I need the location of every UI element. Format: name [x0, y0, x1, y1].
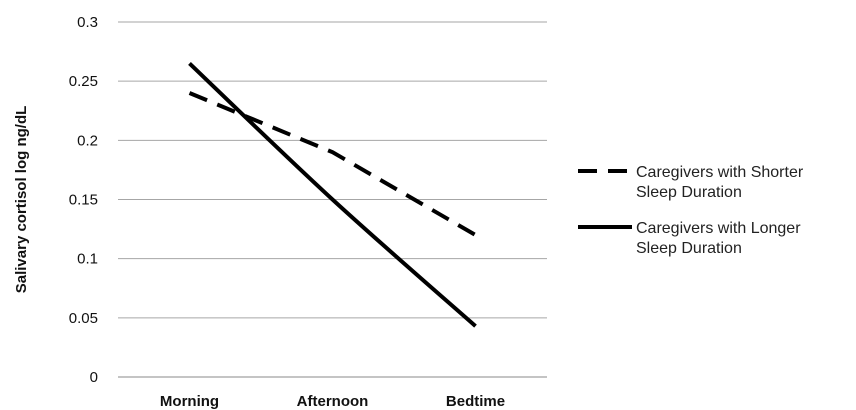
legend-label: Sleep Duration: [636, 184, 742, 201]
legend-label: Sleep Duration: [636, 240, 742, 257]
x-tick-labels: Morning Afternoon Bedtime: [160, 393, 505, 410]
series-lines: [188, 61, 477, 328]
legend-label: Caregivers with Longer: [636, 220, 801, 237]
series-line-longer-sleep: [188, 61, 477, 328]
legend: Caregivers with Shorter Sleep Duration Car…: [578, 164, 804, 257]
gridlines: [118, 21, 547, 319]
y-tick-label: 0.1: [77, 251, 98, 268]
y-tick-labels: 0 0.05 0.1 0.15 0.2 0.25 0.3: [69, 14, 98, 386]
y-tick-label: 0.15: [69, 192, 98, 209]
legend-label: Caregivers with Shorter: [636, 164, 804, 181]
x-tick-label: Bedtime: [446, 393, 505, 410]
y-tick-label: 0.05: [69, 310, 98, 327]
y-tick-label: 0.3: [77, 14, 98, 31]
y-axis-label: Salivary cortisol log ng/dL: [13, 106, 30, 294]
series-line-shorter-sleep: [188, 91, 477, 237]
x-tick-label: Morning: [160, 393, 219, 410]
y-tick-label: 0.25: [69, 73, 98, 90]
y-tick-label: 0: [90, 369, 98, 386]
y-tick-label: 0.2: [77, 132, 98, 149]
x-tick-label: Afternoon: [297, 393, 369, 410]
